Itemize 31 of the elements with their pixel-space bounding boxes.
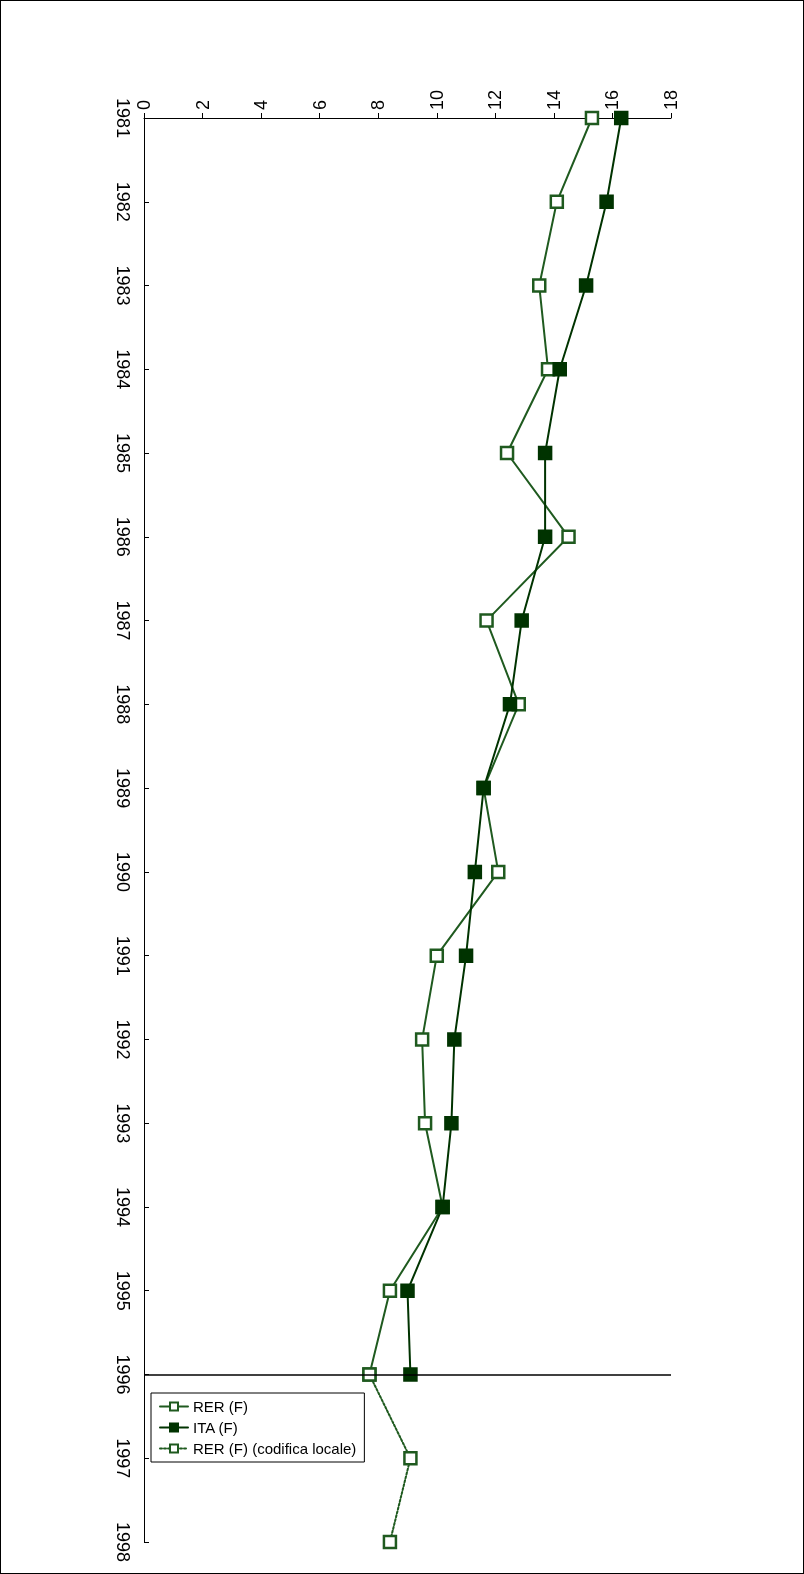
x-tick-label: 14 — [543, 89, 564, 110]
x-tick-label: 10 — [426, 89, 447, 110]
x-tick-label: 18 — [661, 89, 681, 110]
y-tick-label: 1996 — [113, 1354, 133, 1395]
legend-label: RER (F) — [193, 1398, 248, 1415]
x-tick-label: 2 — [192, 99, 213, 110]
x-tick-label: 6 — [309, 99, 330, 110]
y-tick-label: 1986 — [113, 516, 133, 557]
y-tick-label: 1984 — [113, 349, 133, 390]
y-tick-label: 1993 — [113, 1103, 133, 1144]
y-tick-label: 1988 — [113, 684, 133, 725]
y-tick-label: 1981 — [113, 97, 133, 139]
y-tick-label: 1995 — [113, 1270, 133, 1311]
legend-label: ITA (F) — [193, 1419, 238, 1436]
y-tick-label: 1991 — [113, 935, 133, 976]
x-tick-label: 12 — [485, 89, 506, 110]
y-tick-label: 1997 — [113, 1438, 133, 1479]
x-tick-label: 8 — [368, 99, 389, 110]
x-tick-label: 16 — [602, 89, 623, 110]
y-tick-label: 1983 — [113, 265, 133, 306]
legend-label: RER (F) (codifica locale) — [193, 1440, 357, 1457]
x-tick-label: 4 — [251, 99, 272, 110]
y-tick-label: 1982 — [113, 181, 133, 222]
y-tick-label: 1990 — [113, 851, 133, 892]
y-tick-label: 1985 — [113, 433, 133, 474]
y-tick-label: 1994 — [113, 1186, 133, 1227]
y-tick-label: 1989 — [113, 768, 133, 809]
y-tick-label: 1992 — [113, 1019, 133, 1060]
y-tick-label: 1998 — [113, 1521, 133, 1563]
x-tick-label: 0 — [134, 99, 154, 110]
y-tick-label: 1987 — [113, 600, 133, 641]
